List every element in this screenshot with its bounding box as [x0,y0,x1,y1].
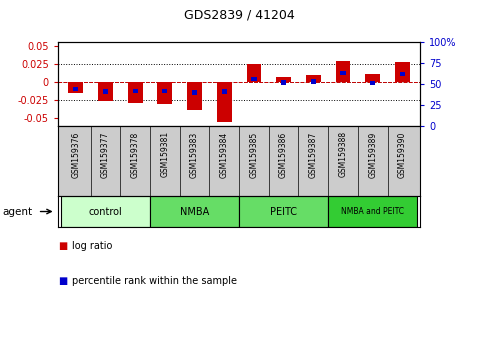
Text: NMBA: NMBA [180,206,209,217]
Bar [328,196,417,227]
Text: PEITC: PEITC [270,206,297,217]
Bar [306,75,321,82]
Text: GSM159387: GSM159387 [309,131,318,178]
Text: NMBA and PEITC: NMBA and PEITC [341,207,404,216]
Text: GSM159381: GSM159381 [160,131,170,177]
Bar [336,61,351,82]
Bar [69,82,83,93]
Text: GSM159386: GSM159386 [279,131,288,178]
Bar [400,72,405,76]
Bar [222,90,227,94]
Text: GSM159376: GSM159376 [71,131,80,178]
Bar [98,82,113,101]
Text: GDS2839 / 41204: GDS2839 / 41204 [184,8,295,21]
Bar [251,77,256,81]
Bar [395,62,410,82]
Bar [239,196,328,227]
Bar [365,74,380,82]
Bar [73,87,78,91]
Text: GSM159378: GSM159378 [131,131,140,178]
Text: agent: agent [2,206,32,217]
Bar [341,71,346,75]
Bar [162,88,168,93]
Text: log ratio: log ratio [72,241,113,251]
Bar [311,79,316,84]
Text: GSM159384: GSM159384 [220,131,229,178]
Bar [217,82,232,122]
Bar [246,64,261,82]
Bar [157,82,172,104]
Text: GSM159377: GSM159377 [101,131,110,178]
Bar [132,88,138,93]
Bar [281,80,286,85]
Text: GSM159385: GSM159385 [249,131,258,178]
Bar [276,77,291,82]
Text: GSM159383: GSM159383 [190,131,199,178]
Text: ■: ■ [58,241,67,251]
Text: GSM159388: GSM159388 [339,131,347,177]
Bar [187,82,202,110]
Bar [128,82,142,103]
Bar [192,90,197,95]
Text: control: control [88,206,122,217]
Text: GSM159390: GSM159390 [398,131,407,178]
Text: ■: ■ [58,276,67,286]
Bar [61,196,150,227]
Text: GSM159389: GSM159389 [368,131,377,178]
Bar [103,90,108,94]
Bar [370,81,375,85]
Text: percentile rank within the sample: percentile rank within the sample [72,276,238,286]
Bar [150,196,239,227]
